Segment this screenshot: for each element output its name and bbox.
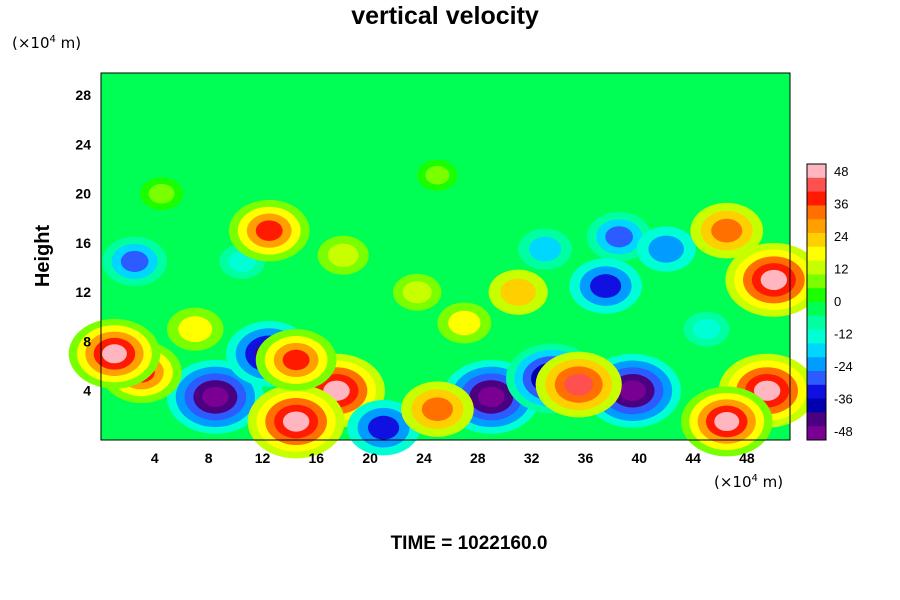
velocity-field (68, 159, 823, 459)
colorbar-swatch (807, 177, 826, 193)
y-tick-label: 16 (75, 235, 91, 251)
x-tick-label: 24 (416, 450, 432, 466)
velocity-cell (528, 236, 562, 262)
colorbar-swatch (807, 246, 826, 262)
colorbar-swatch (807, 371, 826, 386)
velocity-cell (282, 411, 310, 432)
x-tick-label: 4 (151, 450, 159, 466)
colorbar-tick-label: 24 (834, 229, 848, 244)
x-tick-label: 16 (309, 450, 325, 466)
colorbar-tick-label: 12 (834, 262, 848, 277)
colorbar-swatch (807, 398, 826, 413)
velocity-cell (711, 218, 743, 243)
velocity-cell (448, 310, 481, 336)
colorbar-swatch (807, 288, 826, 303)
y-tick-label: 8 (83, 333, 91, 349)
y-unit-label: (×104 m) (12, 34, 81, 52)
velocity-cell (148, 183, 175, 204)
x-tick-label: 8 (205, 450, 213, 466)
y-tick-label: 28 (75, 87, 91, 103)
x-unit-label: (×104 m) (714, 473, 783, 491)
colorbar-swatch (807, 260, 826, 275)
y-tick-label: 20 (75, 186, 91, 202)
colorbar-tick-label: -36 (834, 392, 853, 407)
colorbar-swatch (807, 329, 826, 344)
velocity-cell (282, 349, 310, 371)
colorbar-tick-label: 0 (834, 294, 841, 309)
colorbar-swatch (807, 343, 826, 358)
velocity-cell (327, 243, 359, 267)
velocity-cell (619, 380, 646, 401)
colorbar-tick-label: -48 (834, 424, 853, 439)
x-tick-label: 44 (685, 450, 701, 466)
colorbar-swatch (807, 384, 826, 400)
velocity-cell (590, 274, 622, 298)
x-tick-label: 48 (739, 450, 755, 466)
velocity-cell (564, 373, 594, 396)
y-axis-label: Height (32, 225, 54, 288)
velocity-cell (368, 415, 400, 440)
velocity-cell (760, 269, 788, 290)
y-tick-label: 12 (75, 284, 91, 300)
colorbar-swatch (807, 315, 826, 331)
colorbar-swatch (807, 191, 826, 206)
velocity-cell (255, 220, 283, 241)
colorbar-tick-label: -12 (834, 327, 853, 342)
x-tick-label: 36 (578, 450, 594, 466)
colorbar-swatch (807, 219, 826, 234)
velocity-cell (120, 250, 149, 272)
y-axis-ticks: 4 8 12 16 20 24 28 (75, 87, 91, 399)
colorbar-swatch (807, 426, 826, 441)
colorbar-swatch (807, 274, 826, 289)
x-tick-label: 12 (255, 450, 271, 466)
colorbar-swatch (807, 164, 826, 179)
velocity-cell (714, 412, 740, 432)
time-label: TIME = 1022160.0 (391, 533, 548, 554)
colorbar-tick-label: 36 (834, 197, 848, 212)
x-tick-label: 40 (631, 450, 647, 466)
y-tick-label: 24 (75, 136, 91, 152)
colorbar-frame (806, 163, 827, 441)
x-axis-ticks: 4 8 12 16 20 24 28 32 36 40 44 48 (151, 450, 755, 466)
velocity-cell (648, 235, 684, 263)
colorbar-swatch (807, 205, 826, 220)
plot-frame (100, 72, 791, 441)
chart-title: vertical velocity (351, 2, 539, 30)
x-tick-label: 20 (362, 450, 378, 466)
x-tick-label: 28 (470, 450, 486, 466)
velocity-cell (402, 281, 432, 304)
velocity-cell (753, 380, 781, 401)
velocity-cell (692, 318, 721, 340)
velocity-cell (478, 386, 505, 407)
velocity-cell (101, 344, 127, 364)
y-tick-label: 4 (83, 383, 91, 399)
colorbar-swatch (807, 357, 826, 372)
plot-area (68, 72, 823, 459)
colorbar-tick-label: -24 (834, 359, 853, 374)
colorbar-ticks: 48 36 24 12 0 -12 -24 -36 -48 (834, 164, 853, 439)
colorbar-swatch (807, 302, 826, 317)
velocity-cell (421, 397, 453, 422)
velocity-cell (178, 316, 213, 343)
colorbar-tick-label: 48 (834, 164, 848, 179)
colorbar-swatch (807, 233, 826, 248)
velocity-cell (202, 386, 229, 407)
velocity-cell (425, 165, 450, 185)
x-tick-label: 32 (524, 450, 540, 466)
colorbar (806, 163, 827, 441)
colorbar-swatch (807, 412, 826, 427)
velocity-cell (500, 278, 536, 306)
velocity-cell (605, 226, 633, 248)
